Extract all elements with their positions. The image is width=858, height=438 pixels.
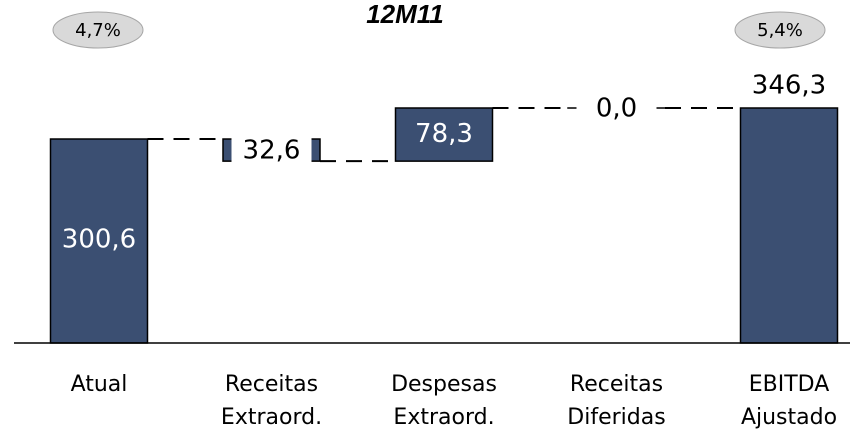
annotation-oval [734, 11, 826, 49]
chart-title: 12M11 [366, 0, 444, 29]
label-bg [231, 134, 312, 167]
annotation-oval [52, 11, 144, 49]
value-label: 300,6 [62, 225, 136, 255]
x-tick-label: EBITDA Ajustado [740, 372, 838, 430]
bar [739, 107, 839, 344]
x-tick-label: Atual [70, 372, 128, 397]
value-label: 346,3 [752, 71, 826, 101]
value-label: 0,0 [596, 94, 637, 124]
x-tick-label: Receitas Diferidas [567, 372, 666, 430]
x-tick-label: Despesas Extraord. [391, 372, 497, 430]
bar [49, 138, 149, 344]
value-label: 78,3 [415, 119, 473, 149]
bar [394, 107, 494, 162]
annotation: 5,4% [757, 20, 803, 41]
x-tick-label: Receitas Extraord. [220, 372, 323, 430]
value-label: 32,6 [243, 136, 301, 166]
annotation: 4,7% [75, 20, 121, 41]
label-bg [576, 92, 657, 124]
